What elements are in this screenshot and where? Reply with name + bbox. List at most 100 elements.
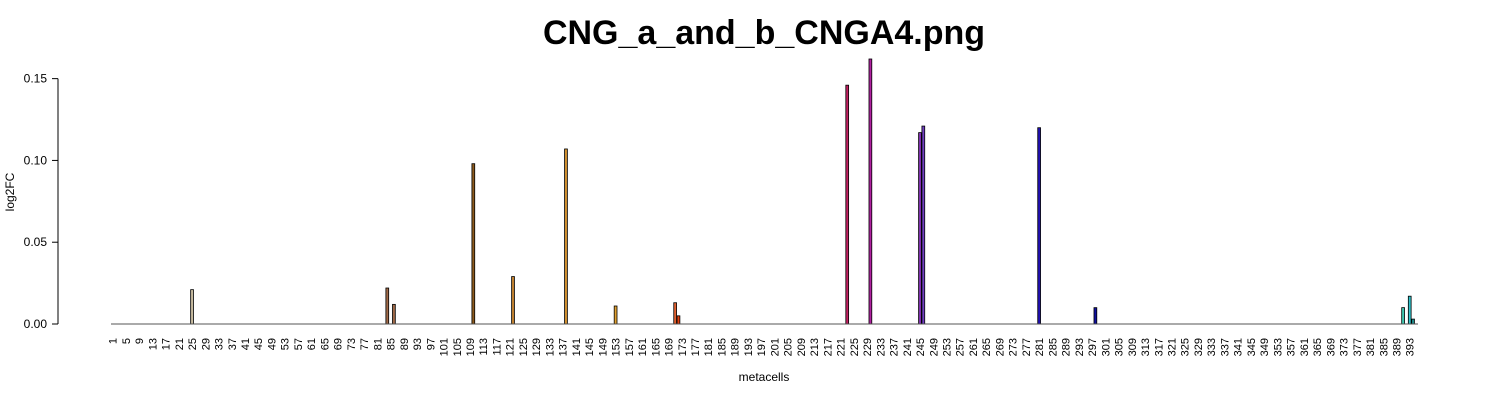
x-tick-label: 321 — [1166, 338, 1178, 356]
x-tick-label: 297 — [1087, 338, 1099, 356]
x-tick-label: 29 — [200, 338, 212, 350]
chart-title: CNG_a_and_b_CNGA4.png — [543, 14, 985, 52]
x-tick-label: 305 — [1114, 338, 1126, 356]
x-tick-label: 381 — [1365, 338, 1377, 356]
x-tick-label: 317 — [1153, 338, 1165, 356]
x-tick-label: 1 — [108, 338, 120, 344]
x-tick-label: 365 — [1312, 338, 1324, 356]
x-tick-label: 289 — [1061, 338, 1073, 356]
x-tick-label: 257 — [955, 338, 967, 356]
x-tick-label: 45 — [253, 338, 265, 350]
x-tick-label: 33 — [214, 338, 226, 350]
x-tick-label: 341 — [1233, 338, 1245, 356]
x-tick-label: 121 — [505, 338, 517, 356]
x-tick-label: 13 — [147, 338, 159, 350]
bar-metacell-153 — [613, 305, 618, 325]
y-tick-label: 0.00 — [24, 317, 48, 331]
bar-metacell-110 — [471, 163, 476, 325]
x-tick-label: 325 — [1180, 338, 1192, 356]
x-tick-label: 209 — [796, 338, 808, 356]
bar-metacell-394 — [1411, 318, 1415, 325]
x-tick-label: 217 — [822, 338, 834, 356]
bar-metacell-122 — [511, 276, 515, 325]
x-tick-label: 393 — [1405, 338, 1417, 356]
x-tick-label: 249 — [928, 338, 940, 356]
x-tick-label: 221 — [836, 338, 848, 356]
x-tick-label: 245 — [915, 338, 927, 356]
x-tick-label: 349 — [1259, 338, 1271, 356]
x-tick-label: 213 — [809, 338, 821, 356]
x-tick-label: 65 — [319, 338, 331, 350]
x-tick-label: 5 — [121, 338, 133, 344]
x-tick-label: 293 — [1074, 338, 1086, 356]
x-tick-label: 153 — [611, 338, 623, 356]
x-tick-label: 309 — [1127, 338, 1139, 356]
x-tick-label: 329 — [1193, 338, 1205, 356]
x-tick-label: 265 — [981, 338, 993, 356]
bar-metacell-298 — [1093, 307, 1098, 325]
x-tick-label: 261 — [968, 338, 980, 356]
x-tick-label: 333 — [1206, 338, 1218, 356]
x-tick-label: 373 — [1339, 338, 1351, 356]
x-tick-label: 281 — [1034, 338, 1046, 356]
x-tick-label: 113 — [478, 338, 490, 356]
x-tick-label: 241 — [902, 338, 914, 356]
bar-metacell-84 — [385, 287, 390, 325]
x-tick-label: 225 — [849, 338, 861, 356]
x-tick-label: 269 — [994, 338, 1006, 356]
x-tick-label: 169 — [664, 338, 676, 356]
y-tick-label: 0.05 — [24, 235, 48, 249]
x-tick-label: 193 — [743, 338, 755, 356]
x-tick-label: 117 — [491, 338, 503, 356]
x-tick-label: 237 — [889, 338, 901, 356]
x-tick-label: 17 — [161, 338, 173, 350]
x-tick-label: 141 — [571, 338, 583, 356]
x-tick-label: 181 — [703, 338, 715, 356]
x-tick-label: 109 — [465, 338, 477, 356]
bar-metacell-230 — [868, 58, 873, 325]
x-tick-label: 201 — [769, 338, 781, 356]
x-tick-label: 189 — [730, 338, 742, 356]
x-tick-label: 9 — [134, 338, 146, 344]
x-tick-label: 89 — [399, 338, 411, 350]
bar-metacell-246 — [921, 125, 926, 325]
bar-metacell-245 — [918, 132, 922, 325]
bar-metacell-223 — [845, 84, 850, 325]
x-tick-label: 69 — [333, 338, 345, 350]
x-tick-label: 337 — [1219, 338, 1231, 356]
x-tick-label: 57 — [293, 338, 305, 350]
x-tick-label: 105 — [452, 338, 464, 356]
x-tick-label: 389 — [1391, 338, 1403, 356]
x-axis-label: metacells — [739, 370, 790, 384]
bar-metacell-86 — [392, 303, 396, 325]
x-tick-label: 73 — [346, 338, 358, 350]
x-tick-label: 25 — [187, 338, 199, 350]
x-tick-label: 49 — [266, 338, 278, 350]
x-tick-label: 133 — [544, 338, 556, 356]
x-tick-label: 173 — [677, 338, 689, 356]
x-tick-label: 277 — [1021, 338, 1033, 356]
x-tick-label: 101 — [439, 338, 451, 356]
x-tick-label: 137 — [558, 338, 570, 356]
x-tick-label: 361 — [1299, 338, 1311, 356]
bar-metacell-391 — [1401, 307, 1405, 325]
x-tick-label: 285 — [1047, 338, 1059, 356]
y-tick-label: 0.15 — [24, 72, 48, 86]
x-tick-label: 205 — [783, 338, 795, 356]
x-tick-label: 197 — [756, 338, 768, 356]
x-tick-label: 97 — [425, 338, 437, 350]
bar-series — [190, 58, 1415, 325]
bar-metacell-25 — [190, 289, 194, 325]
bar-metacell-138 — [564, 148, 568, 325]
x-tick-label: 185 — [716, 338, 728, 356]
x-tick-label: 377 — [1352, 338, 1364, 356]
x-tick-label: 125 — [518, 338, 530, 356]
x-tick-label: 129 — [531, 338, 543, 356]
x-tick-label: 53 — [280, 338, 292, 350]
x-tick-label: 145 — [584, 338, 596, 356]
x-tick-label: 93 — [412, 338, 424, 350]
x-tick-label: 253 — [941, 338, 953, 356]
bar-metacell-172 — [676, 315, 681, 325]
x-tick-label: 41 — [240, 338, 252, 350]
